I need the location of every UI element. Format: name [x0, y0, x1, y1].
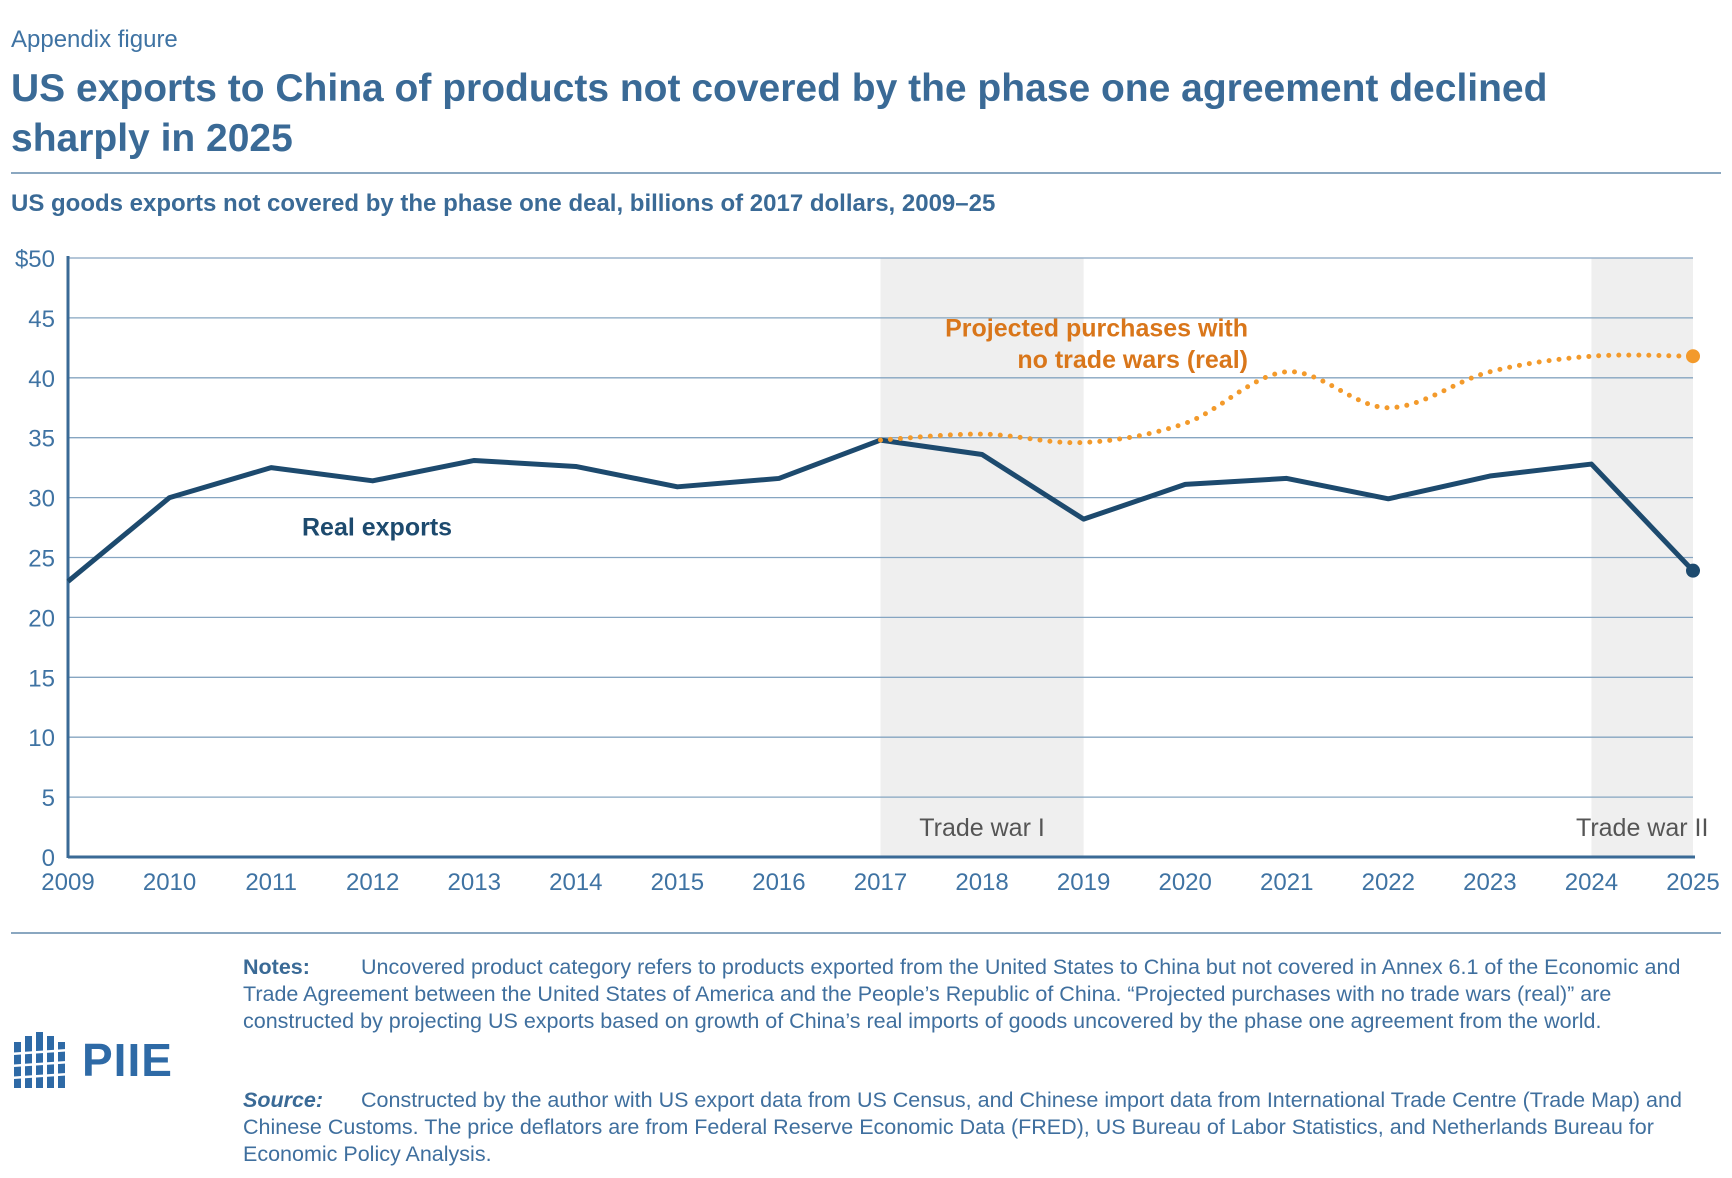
y-tick-label: 30 [28, 486, 55, 513]
figure-kicker: Appendix figure [11, 26, 178, 53]
series-layer [66, 349, 1700, 584]
x-tick-label: 2022 [1362, 869, 1415, 896]
x-tick-label: 2016 [752, 869, 805, 896]
piie-logo: PIIE [10, 1028, 173, 1092]
y-tick-label: 35 [28, 426, 55, 453]
figure-title: US exports to China of products not cove… [11, 67, 1548, 160]
x-tick-label: 2018 [955, 869, 1008, 896]
real-exports-label: Real exports [302, 514, 452, 542]
x-tick-label: 2013 [448, 869, 501, 896]
y-tick-label: 20 [28, 605, 55, 632]
title-divider [11, 172, 1721, 174]
x-tick-label: 2011 [245, 869, 297, 896]
notes-label: Notes: [243, 955, 310, 979]
source-text: Constructed by the author with US export… [243, 1088, 1682, 1166]
piie-logo-text: PIIE [82, 1034, 173, 1086]
period-label-2: Trade war II [1576, 814, 1708, 842]
y-tick-label: 25 [28, 546, 55, 573]
y-tick-label: 15 [28, 665, 55, 692]
notes-divider [11, 932, 1721, 934]
projected-end-marker [1686, 349, 1700, 364]
y-tick-label: 5 [42, 785, 55, 812]
x-tick-label: 2012 [346, 869, 399, 896]
x-tick-label: 2019 [1057, 869, 1110, 896]
y-tick-label: 40 [28, 366, 55, 393]
x-axis-ticks: 2009 2010 2011 2012 2013 2014 2015 2016 2017 2018… [41, 869, 1719, 896]
y-axis-ticks: 0 5 10 15 20 25 30 35 40 45 $50 [15, 246, 55, 872]
y-tick-label: 0 [42, 845, 55, 872]
x-tick-label: 2010 [143, 869, 196, 896]
x-tick-label: 2009 [41, 869, 94, 896]
y-tick-label: $50 [15, 246, 55, 273]
x-tick-label: 2023 [1463, 869, 1516, 896]
notes-block: Notes: Uncovered product category refers … [243, 954, 1723, 1035]
x-tick-label: 2021 [1260, 869, 1313, 896]
source-label: Source: [243, 1088, 324, 1112]
x-tick-label: 2024 [1565, 869, 1618, 896]
x-tick-label: 2020 [1158, 869, 1211, 896]
series-projected-line [878, 352, 1696, 446]
x-tick-label: 2025 [1666, 869, 1719, 896]
projected-label-line2: no trade wars (real) [1017, 346, 1248, 374]
real-exports-end-marker [1686, 563, 1700, 578]
x-tick-label: 2015 [651, 869, 704, 896]
chart-annotations: Trade war I Trade war II Real exports Proje… [302, 315, 1708, 842]
x-tick-label: 2014 [549, 869, 602, 896]
period-label-1: Trade war I [919, 814, 1045, 842]
source-block: Source: Constructed by the author with US… [243, 1087, 1723, 1168]
y-tick-label: 45 [28, 306, 55, 333]
projected-label-line1: Projected purchases with [945, 315, 1248, 343]
piie-building-icon [10, 1032, 71, 1088]
y-tick-label: 10 [28, 725, 55, 752]
notes-text: Uncovered product category refers to pro… [243, 955, 1681, 1033]
x-tick-label: 2017 [854, 869, 907, 896]
chart-subtitle: US goods exports not covered by the phas… [11, 190, 996, 217]
